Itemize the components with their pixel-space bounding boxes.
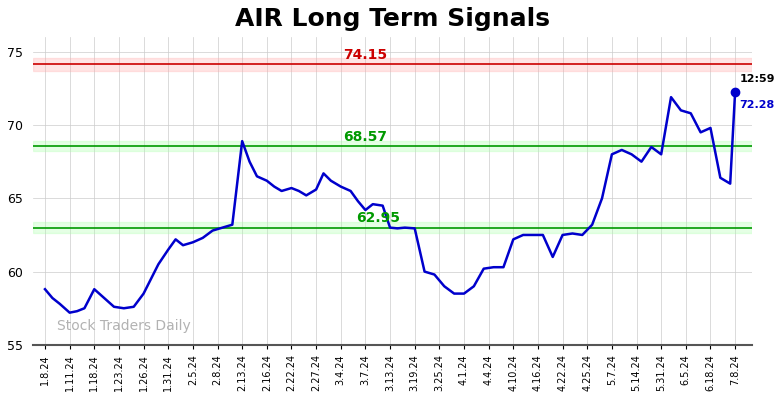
Text: Stock Traders Daily: Stock Traders Daily — [57, 319, 191, 333]
Bar — [33, 222, 753, 233]
Title: AIR Long Term Signals: AIR Long Term Signals — [235, 7, 550, 31]
Bar — [33, 58, 753, 71]
Bar — [33, 141, 753, 151]
Text: 74.15: 74.15 — [343, 47, 387, 62]
Text: 72.28: 72.28 — [739, 100, 775, 110]
Text: 62.95: 62.95 — [356, 211, 400, 225]
Text: 12:59: 12:59 — [739, 74, 775, 84]
Text: 68.57: 68.57 — [343, 130, 387, 144]
